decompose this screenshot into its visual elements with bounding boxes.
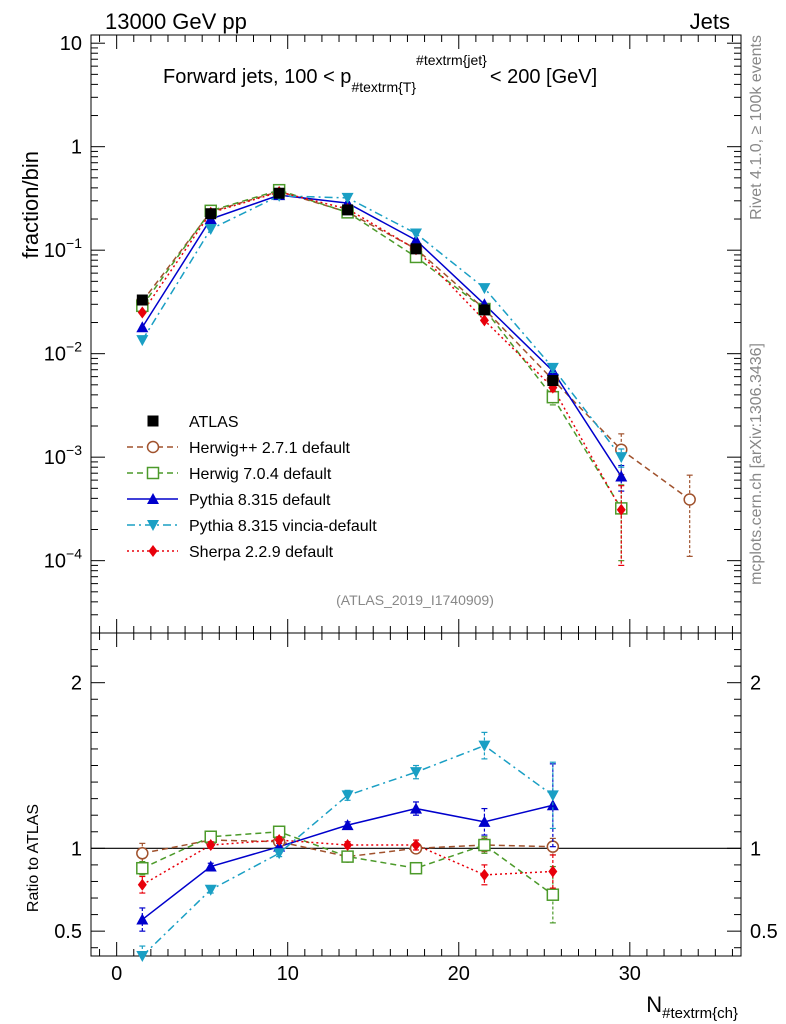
ratio-point-sherpa-2-2-9-default bbox=[548, 865, 558, 878]
series-markers-layer bbox=[136, 183, 696, 962]
data-point-pythia-8-315-default bbox=[136, 321, 149, 333]
x-tick-label: 0 bbox=[111, 963, 122, 985]
data-point-pythia-8-315-vincia-default bbox=[136, 335, 149, 347]
axes-layer: 0 10 20 30 10 1 10−1 10−2 10−3 10−4 2 2 1 1 0.5 0.5 bbox=[44, 33, 778, 985]
legend-marker-pythia-8-315-default bbox=[147, 493, 159, 504]
ratio-tick-label-left: 0.5 bbox=[54, 921, 82, 943]
legend-label-herwig-7-0-4-default: Herwig 7.0.4 default bbox=[189, 466, 332, 483]
x-axis-title: N#textrm{ch} bbox=[646, 992, 738, 1022]
legend-marker-herwig-2-7-1-default bbox=[146, 440, 160, 454]
legend-label-pythia-8-315-vincia-default: Pythia 8.315 vincia-default bbox=[189, 518, 377, 535]
ratio-panel-frame bbox=[90, 632, 742, 957]
data-point-pythia-8-315-default bbox=[615, 470, 628, 482]
legend: ATLAS Herwig++ 2.7.1 default Herwig 7.0.4 … bbox=[127, 414, 377, 561]
ratio-point-sherpa-2-2-9-default bbox=[343, 839, 353, 852]
header-energy-label: 13000 GeV pp bbox=[105, 9, 247, 34]
ratio-point-pythia-8-315-default bbox=[204, 860, 217, 872]
ratio-point-pythia-8-315-vincia-default bbox=[204, 884, 217, 896]
ratio-point-sherpa-2-2-9-default bbox=[137, 878, 147, 891]
plot-title-subscript: #textrm{T} bbox=[351, 79, 416, 95]
y-tick-label: 10−3 bbox=[44, 442, 82, 469]
legend-marker-atlas bbox=[147, 415, 159, 427]
legend-label-pythia-8-315-default: Pythia 8.315 default bbox=[189, 492, 331, 509]
x-tick-label: 10 bbox=[277, 963, 299, 985]
series-line-pythia-8-315-default bbox=[141, 194, 622, 477]
data-point-atlas bbox=[547, 375, 559, 387]
x-tick-label: 20 bbox=[448, 963, 470, 985]
ratio-point-pythia-8-315-vincia-default bbox=[546, 790, 559, 802]
legend-marker-herwig-7-0-4-default bbox=[146, 466, 160, 480]
data-point-herwig-2-7-1-default bbox=[683, 493, 696, 506]
ratio-point-pythia-8-315-vincia-default bbox=[410, 767, 422, 779]
y-tick-label: 1 bbox=[71, 137, 82, 159]
x-axis-title-main: N bbox=[646, 992, 662, 1017]
ratio-tick-label-left: 2 bbox=[71, 673, 82, 695]
data-point-atlas bbox=[273, 187, 285, 199]
ratio-point-sherpa-2-2-9-default bbox=[274, 834, 284, 847]
legend-label-atlas: ATLAS bbox=[189, 414, 239, 431]
data-point-sherpa-2-2-9-default bbox=[137, 306, 147, 319]
ratio-point-pythia-8-315-vincia-default bbox=[136, 951, 149, 962]
ratio-point-herwig-2-7-1-default bbox=[136, 847, 149, 860]
ratio-point-herwig-7-0-4-default bbox=[409, 861, 423, 875]
ratio-tick-label-left: 1 bbox=[71, 838, 82, 860]
data-point-sherpa-2-2-9-default bbox=[479, 314, 489, 327]
legend-marker-sherpa-2-2-9-default bbox=[148, 545, 158, 557]
rivet-version-label: Rivet 4.1.0, ≥ 100k events bbox=[748, 35, 765, 220]
legend-label-herwig-2-7-1-default: Herwig++ 2.7.1 default bbox=[189, 440, 351, 457]
data-point-pythia-8-315-vincia-default bbox=[615, 452, 628, 464]
y-tick-label: 10−1 bbox=[44, 235, 82, 262]
data-point-pythia-8-315-vincia-default bbox=[410, 228, 422, 240]
data-point-atlas bbox=[342, 204, 354, 216]
series-line-pythia-8-315-vincia-default bbox=[141, 195, 622, 458]
ratio-point-pythia-8-315-default bbox=[136, 913, 149, 925]
ratio-point-pythia-8-315-default bbox=[478, 815, 491, 827]
legend-marker-pythia-8-315-vincia-default bbox=[147, 520, 159, 531]
ratio-point-sherpa-2-2-9-default bbox=[479, 868, 489, 881]
x-tick-label: 30 bbox=[619, 963, 641, 985]
series-line-herwig-7-0-4-default bbox=[141, 189, 622, 509]
y-tick-label: 10−4 bbox=[44, 546, 82, 573]
ratio-point-pythia-8-315-vincia-default bbox=[273, 848, 286, 860]
y-tick-label: 10 bbox=[60, 33, 82, 55]
y-tick-label: 10−2 bbox=[44, 339, 82, 366]
ratio-point-pythia-8-315-default bbox=[410, 802, 422, 814]
ratio-point-sherpa-2-2-9-default bbox=[206, 839, 216, 852]
legend-label-sherpa-2-2-9-default: Sherpa 2.2.9 default bbox=[189, 544, 334, 561]
ratio-point-herwig-7-0-4-default bbox=[478, 838, 491, 852]
data-point-pythia-8-315-vincia-default bbox=[341, 192, 354, 204]
ratio-point-herwig-7-0-4-default bbox=[546, 888, 560, 901]
data-point-atlas bbox=[136, 294, 148, 306]
ratio-point-pythia-8-315-vincia-default bbox=[478, 740, 491, 752]
series-line-sherpa-2-2-9-default bbox=[141, 191, 622, 511]
ratio-point-herwig-7-0-4-default bbox=[136, 861, 149, 875]
ratio-point-sherpa-2-2-9-default bbox=[411, 839, 421, 852]
ratio-point-herwig-7-0-4-default bbox=[341, 850, 354, 863]
ratio-tick-label-right: 0.5 bbox=[750, 921, 778, 943]
plot-title-main: Forward jets, 100 < p bbox=[163, 66, 351, 88]
plot-title-superscript: #textrm{jet} bbox=[416, 52, 487, 68]
data-point-atlas bbox=[478, 304, 490, 316]
ratio-tick-label-right: 2 bbox=[750, 673, 761, 695]
mcplots-source-label: mcplots.cern.ch [arXiv:1306.3436] bbox=[748, 343, 765, 585]
header-category-label: Jets bbox=[690, 9, 730, 34]
data-point-pythia-8-315-vincia-default bbox=[546, 362, 559, 374]
y-axis-title-top: fraction/bin bbox=[18, 151, 43, 259]
data-point-pythia-8-315-vincia-default bbox=[204, 224, 217, 236]
data-point-atlas bbox=[205, 208, 217, 220]
ratio-point-pythia-8-315-default bbox=[341, 819, 354, 831]
ratio-tick-label-right: 1 bbox=[750, 838, 761, 860]
data-point-atlas bbox=[410, 243, 422, 255]
analysis-tag: (ATLAS_2019_I1740909) bbox=[336, 592, 494, 608]
data-point-sherpa-2-2-9-default bbox=[616, 503, 626, 516]
x-axis-title-subscript: #textrm{ch} bbox=[662, 1005, 738, 1022]
ratio-point-pythia-8-315-vincia-default bbox=[341, 790, 354, 802]
data-point-pythia-8-315-default bbox=[410, 234, 422, 246]
plot-title: Forward jets, 100 < p#textrm{T}#textrm{j… bbox=[163, 52, 597, 95]
plot-title-tail: < 200 [GeV] bbox=[490, 66, 597, 88]
y-axis-title-ratio: Ratio to ATLAS bbox=[25, 804, 42, 912]
data-point-pythia-8-315-vincia-default bbox=[478, 283, 491, 295]
